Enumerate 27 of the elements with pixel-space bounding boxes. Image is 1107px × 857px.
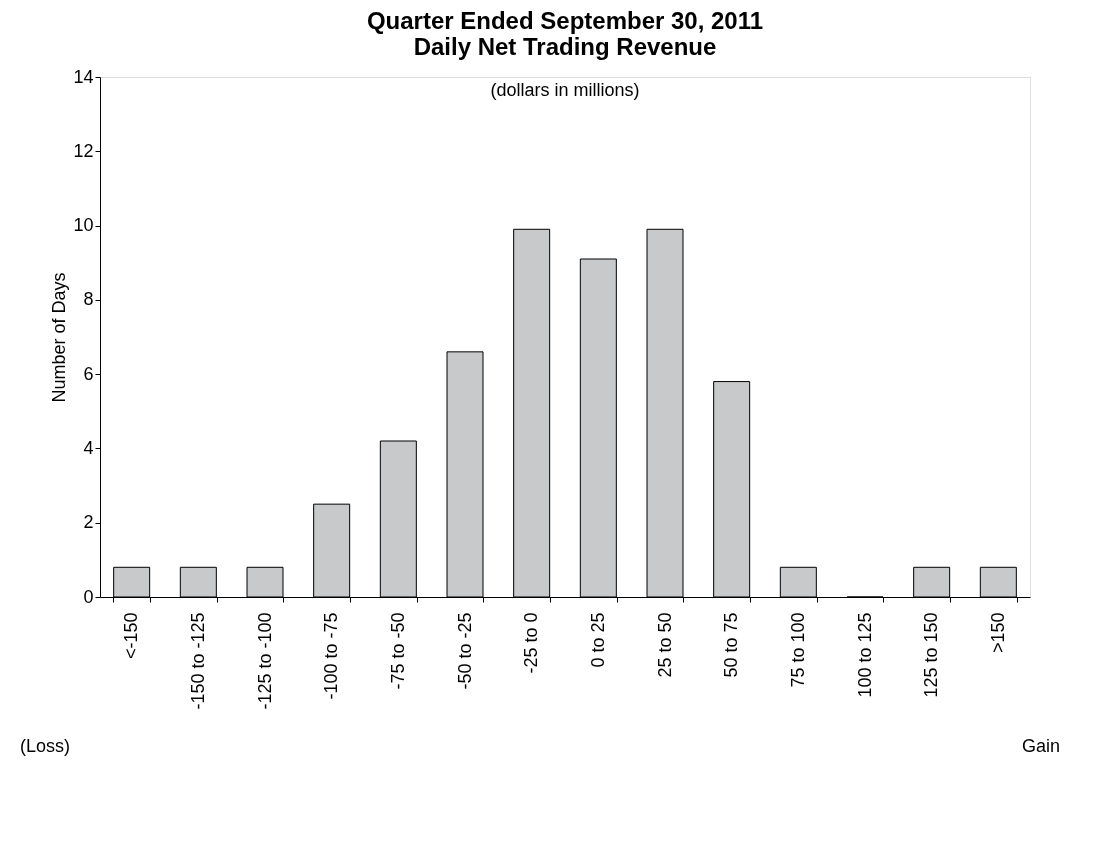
y-tick-label: 0 — [83, 586, 94, 607]
x-tick-label: -75 to -50 — [387, 612, 408, 690]
x-tick-label: 25 to 50 — [654, 612, 675, 678]
x-tick-label: -150 to -125 — [187, 612, 208, 710]
y-tick-label: 14 — [73, 66, 94, 87]
x-tick-label: 100 to 125 — [854, 612, 875, 698]
text: (Loss) — [20, 736, 71, 756]
x-tick-label: -25 to 0 — [521, 612, 542, 674]
chart-title: Quarter Ended September 30, 2011 Daily Net Trading Revenue — [366, 7, 764, 60]
y-tick-label: 8 — [83, 289, 94, 310]
x-tick-label: -100 to -75 — [321, 612, 342, 700]
text: Gain — [1021, 736, 1060, 756]
x-tick-label: 50 to 75 — [721, 612, 742, 678]
y-axis-title: Number of Days — [49, 272, 70, 403]
chart-subtitle: (dollars in millions) — [490, 80, 640, 100]
x-tick-label: 0 to 25 — [587, 612, 608, 668]
x-tick-label: >150 — [987, 612, 1008, 654]
y-tick-label: 12 — [73, 140, 94, 161]
x-tick-label: -125 to -100 — [254, 612, 275, 710]
y-tick-label: 10 — [73, 215, 94, 236]
x-tick-label: -50 to -25 — [454, 612, 475, 690]
y-tick-label: 2 — [83, 512, 94, 533]
x-tick-label: 125 to 150 — [921, 612, 942, 698]
x-tick-label: 75 to 100 — [787, 612, 808, 688]
y-tick-label: 6 — [83, 363, 94, 384]
x-tick-label: <-150 — [121, 612, 142, 660]
y-tick-label: 4 — [83, 437, 94, 458]
